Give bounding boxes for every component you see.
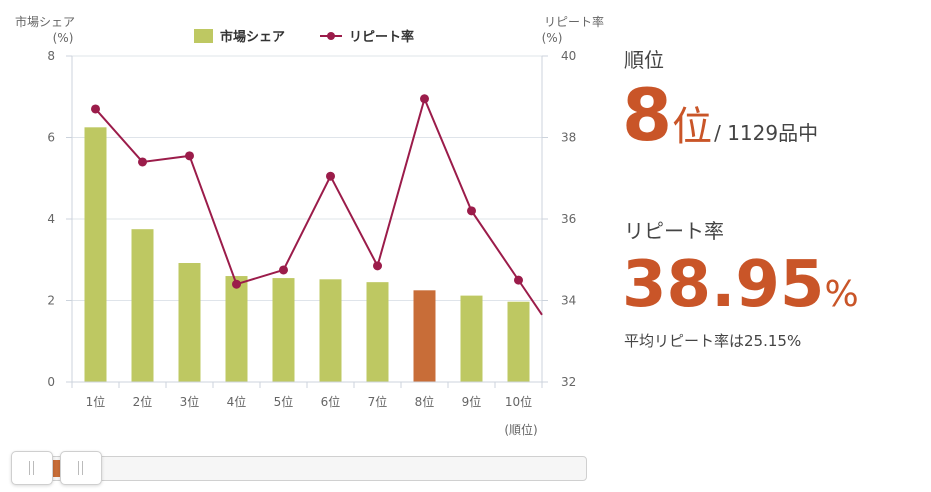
right-tick-label: 36 [561,212,576,226]
legend-marker-repeat [327,32,335,40]
x-axis: 1位 2位 3位 4位 5位 6位 7位 8位 9位 10位 [71,381,543,409]
repeat-rate-point [420,94,429,104]
repeat-rate-unit: % [824,274,859,315]
bar [272,278,295,382]
bar [225,276,248,382]
x-tick-label: 5位 [274,394,294,409]
rank-unit: 位 [672,104,713,150]
bar [413,290,436,382]
x-tick-label: 7位 [368,394,388,409]
range-scrollbar-selection[interactable] [50,460,63,477]
x-tick-label: 6位 [321,394,341,409]
repeat-rate-point [138,157,147,167]
combo-chart: 0 2 4 6 8 32 34 36 38 40 1位 2位 3位 4位 5位 6位 7位 8位 9位 10位 市… [15,14,604,437]
range-handle-right[interactable] [60,451,102,485]
x-tick-label: 10位 [505,394,532,409]
repeat-rate-point [185,151,194,161]
range-scrollbar-track[interactable] [11,456,587,481]
repeat-rate-point [373,261,382,271]
legend[interactable]: 市場シェア リピート率 [194,29,414,45]
left-axis-title: 市場シェア [15,14,75,29]
x-tick-label: 9位 [462,394,482,409]
x-axis-title: (順位) [504,422,537,437]
range-handle-left[interactable] [11,451,53,485]
x-tick-label: 1位 [86,394,106,409]
left-axis: 0 2 4 6 8 [47,49,73,389]
rank-display: 8位/ 1129品中 [622,70,818,160]
repeat-rate-point [232,279,241,289]
bar [460,295,483,382]
rank-total: / 1129品中 [714,121,819,145]
line-series [91,94,543,316]
repeat-rate-display: 38.95% [622,243,859,327]
average-repeat-rate: 平均リピート率は25.15% [624,332,802,350]
rank-label: 順位 [624,48,664,72]
bar [366,282,389,382]
repeat-rate-value: 38.95 [622,248,825,322]
right-axis-unit: (%) [542,31,563,45]
bar [178,263,201,382]
repeat-rate-point [91,104,100,114]
repeat-rate-line [94,95,543,316]
left-tick-label: 2 [47,294,55,308]
right-tick-label: 34 [561,294,576,308]
left-tick-label: 0 [47,375,55,389]
left-tick-label: 6 [47,131,55,145]
repeat-rate-point [514,275,523,285]
bar [84,127,107,382]
repeat-rate-point [326,171,335,181]
left-axis-unit: (%) [53,31,74,45]
legend-swatch-share [194,29,213,43]
legend-label-share[interactable]: 市場シェア [220,29,285,45]
right-tick-label: 32 [561,375,576,389]
x-tick-label: 4位 [227,394,247,409]
repeat-rate-point [467,206,476,216]
bar [507,301,530,382]
left-tick-label: 4 [47,212,55,226]
x-tick-label: 8位 [415,394,435,409]
left-tick-label: 8 [47,49,55,63]
rank-value: 8 [622,73,673,157]
bar [131,229,154,382]
bar-series [84,127,530,382]
x-tick-label: 3位 [180,394,200,409]
right-axis: 32 34 36 38 40 [541,49,576,389]
repeat-rate-label: リピート率 [624,219,724,243]
right-tick-label: 38 [561,131,576,145]
repeat-rate-point [279,265,288,275]
x-tick-label: 2位 [133,394,153,409]
right-tick-label: 40 [561,49,576,63]
legend-label-repeat[interactable]: リピート率 [349,29,414,45]
bar [319,279,342,382]
right-axis-title: リピート率 [544,14,604,29]
